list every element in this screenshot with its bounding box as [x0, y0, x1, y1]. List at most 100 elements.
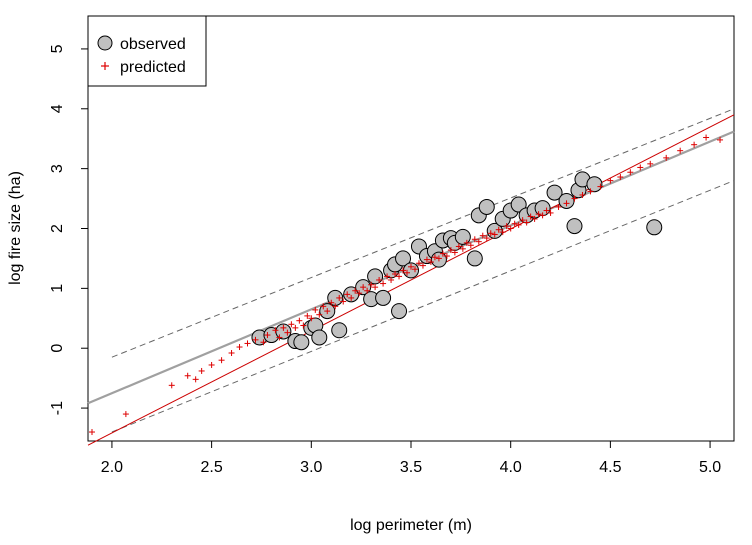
predicted-point: [627, 169, 634, 176]
predicted-point: [252, 336, 259, 343]
predicted-point: [328, 299, 335, 306]
predicted-point: [288, 321, 295, 328]
predicted-point: [336, 294, 343, 301]
predicted-point: [717, 136, 724, 143]
legend: observed predicted: [87, 15, 207, 87]
predicted-point: [168, 382, 175, 389]
legend-predicted-marker: [101, 62, 109, 70]
predicted-point: [607, 177, 614, 184]
y-tick-label: 3: [49, 164, 66, 173]
predicted-point: [372, 284, 379, 291]
predicted-point: [122, 411, 129, 418]
predicted-point: [312, 306, 319, 313]
predicted-point: [400, 267, 407, 274]
predicted-point: [218, 357, 225, 364]
predicted-point: [344, 291, 351, 298]
predicted-point: [479, 232, 486, 239]
predicted-point: [539, 212, 546, 219]
predicted-point: [352, 287, 359, 294]
predicted-point: [280, 324, 287, 331]
predicted-point: [296, 317, 303, 324]
predicted-point: [276, 334, 283, 341]
predicted-point: [519, 217, 526, 224]
predicted-points: [88, 134, 724, 436]
y-tick-label: 1: [49, 284, 66, 293]
lower-prediction-band: [111, 180, 735, 433]
predicted-point: [392, 270, 399, 277]
predicted-point: [499, 229, 506, 236]
predicted-point: [471, 236, 478, 243]
predicted-point: [637, 164, 644, 171]
predicted-point: [515, 221, 522, 228]
predicted-point: [228, 350, 235, 357]
x-axis-title: log perimeter (m): [350, 517, 472, 534]
predicted-point: [495, 226, 502, 233]
predicted-point: [340, 298, 347, 305]
x-tick-label: 4.5: [599, 459, 621, 476]
upper-prediction-band: [111, 108, 735, 358]
observed-point: [510, 196, 527, 213]
observed-point: [293, 334, 310, 351]
predicted-point: [439, 250, 446, 257]
observed-point: [367, 268, 384, 285]
predicted-point: [663, 154, 670, 161]
legend-box: [87, 15, 207, 87]
predicted-point: [388, 276, 395, 283]
predicted-point: [368, 281, 375, 288]
predicted-point: [487, 230, 494, 237]
predicted-point: [184, 372, 191, 379]
observed-point: [546, 184, 563, 201]
predicted-point: [451, 249, 458, 256]
predicted-point: [443, 253, 450, 260]
observed-point: [395, 250, 412, 267]
predicted-point: [511, 220, 518, 227]
predicted-point: [316, 311, 323, 318]
x-tick-label: 3.0: [300, 459, 322, 476]
predicted-point: [691, 141, 698, 148]
predicted-point: [384, 273, 391, 280]
predicted-point: [260, 339, 267, 346]
predicted-point: [463, 239, 470, 246]
predicted-point: [320, 303, 327, 310]
predicted-point: [527, 213, 534, 220]
predicted-point: [376, 276, 383, 283]
predicted-point: [415, 260, 422, 267]
predicted-point: [419, 262, 426, 269]
predicted-point: [396, 273, 403, 280]
x-tick-label: 5.0: [699, 459, 721, 476]
predicted-point: [360, 284, 367, 291]
predicted-point: [467, 242, 474, 249]
observed-point: [311, 329, 328, 346]
predicted-point: [304, 312, 311, 319]
predicted-point: [244, 340, 251, 347]
predicted-point: [404, 269, 411, 276]
predicted-point: [324, 308, 331, 315]
predicted-point: [300, 322, 307, 329]
x-tick-label: 3.5: [400, 459, 422, 476]
predicted-point: [348, 294, 355, 301]
legend-observed-marker: [97, 35, 113, 51]
predicted-point: [531, 215, 538, 222]
observed-point: [478, 198, 495, 215]
predicted-point: [408, 263, 414, 270]
predicted-point: [431, 254, 438, 261]
predicted-point: [427, 259, 434, 266]
predicted-point: [380, 280, 387, 287]
predicted-point: [523, 219, 530, 226]
predicted-point: [411, 266, 418, 273]
observed-point: [646, 219, 663, 236]
observed-point: [331, 322, 348, 339]
y-tick-label: 5: [49, 44, 66, 53]
predicted-point: [563, 200, 570, 207]
predicted-point: [423, 256, 430, 263]
x-tick-label: 4.0: [500, 459, 522, 476]
predicted-point: [236, 344, 243, 351]
observed-points: [251, 171, 663, 351]
predicted-point: [272, 327, 279, 334]
predicted-point: [597, 183, 604, 190]
observed-point: [586, 176, 603, 193]
predicted-point: [455, 243, 462, 250]
predicted-point: [647, 160, 654, 167]
predicted-point: [571, 195, 578, 202]
